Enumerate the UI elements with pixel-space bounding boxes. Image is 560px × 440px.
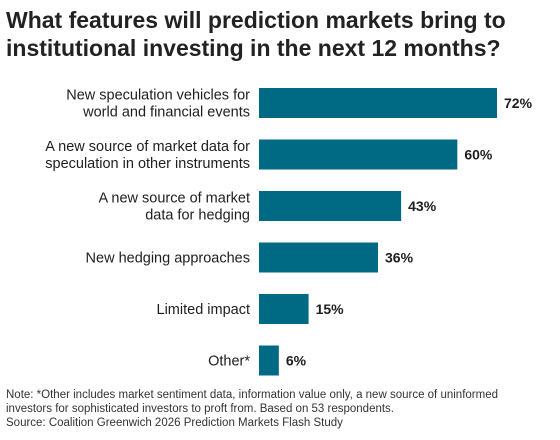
value-label-4: 36% bbox=[385, 250, 414, 266]
bar-3 bbox=[259, 191, 402, 221]
note-line-1: Note: *Other includes market sentiment d… bbox=[6, 389, 498, 401]
value-label-1: 72% bbox=[504, 95, 533, 111]
bar-chart: 72% New speculation vehicles for world and… bbox=[45, 88, 533, 376]
footnotes: Note: *Other includes market sentiment d… bbox=[6, 388, 556, 430]
category-label-5: Limited impact bbox=[157, 302, 250, 318]
category-label-6: Other* bbox=[208, 354, 250, 370]
value-label-2: 60% bbox=[464, 147, 493, 163]
category-label-2: A new source of market data for speculati… bbox=[45, 139, 250, 172]
bar-1 bbox=[259, 88, 497, 118]
bar-4 bbox=[259, 242, 378, 273]
bar-6 bbox=[259, 345, 279, 376]
note-line-2: investors for sophisticated investors to… bbox=[6, 403, 395, 415]
value-label-5: 15% bbox=[316, 301, 345, 317]
bar-5 bbox=[259, 294, 309, 324]
bar-2 bbox=[259, 139, 458, 170]
category-label-3: A new source of market data for hedging bbox=[98, 191, 250, 224]
source-line: Source: Coalition Greenwich 2026 Predict… bbox=[6, 417, 343, 429]
category-label-1: New speculation vehicles for world and fi… bbox=[66, 88, 250, 121]
chart-title: What features will prediction markets br… bbox=[6, 7, 506, 61]
value-label-3: 43% bbox=[408, 198, 437, 214]
category-label-4: New hedging approaches bbox=[86, 251, 250, 267]
value-label-6: 6% bbox=[286, 353, 307, 369]
